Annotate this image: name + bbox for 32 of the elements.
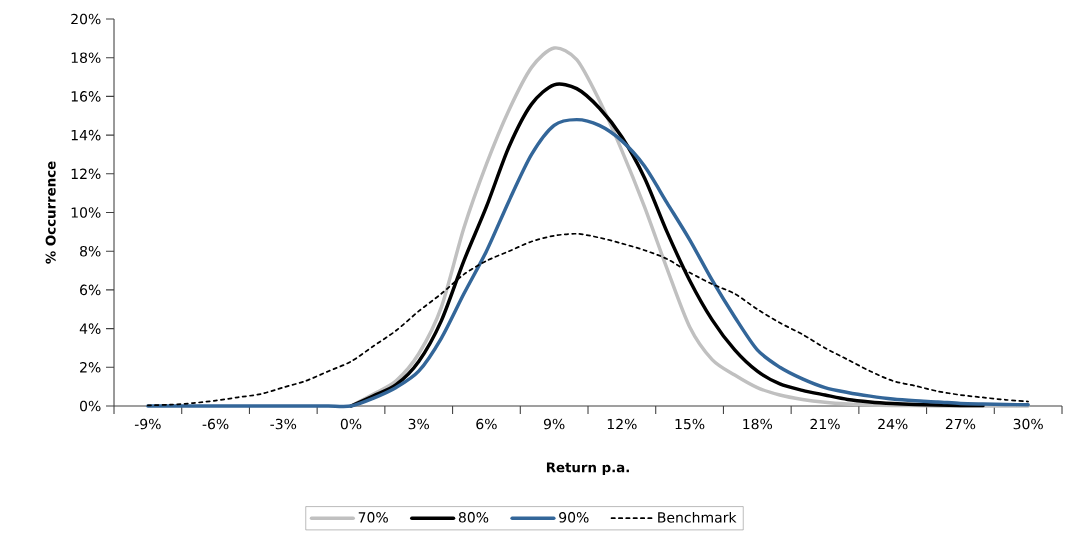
x-tick-label: 27% (945, 418, 976, 430)
x-tick-label: 15% (675, 418, 705, 430)
legend-label: Benchmark (658, 511, 737, 523)
legend-label: 70% (358, 512, 388, 523)
x-tick-label: -9% (134, 418, 161, 430)
y-axis-title: % Occurrence (45, 161, 56, 264)
y-tick-label: 2% (80, 362, 101, 373)
x-tick-label: 3% (408, 418, 430, 430)
y-tick-label: 18% (71, 52, 101, 63)
x-tick-label: 30% (1013, 418, 1043, 430)
y-tick-label: 0% (80, 400, 101, 412)
legend-label: 80% (458, 512, 489, 523)
x-tick-label: -3% (270, 418, 297, 430)
y-tick-label: 20% (71, 13, 101, 25)
line-series (146, 117, 1030, 409)
x-tick-label: 6% (476, 418, 497, 430)
y-tick-label: 10% (71, 207, 101, 218)
y-tick-label: 6% (80, 284, 101, 296)
legend-label: 90% (559, 512, 589, 523)
x-axis-title: Return p.a. (546, 462, 629, 475)
y-tick-label: 12% (71, 168, 101, 180)
x-tick-label: 24% (878, 418, 908, 430)
x-tick-label: -6% (202, 418, 229, 430)
x-tick-label: 21% (810, 418, 840, 430)
x-tick-label: 12% (607, 418, 637, 430)
x-tick-label: 9% (543, 418, 565, 430)
x-tick-label: 0% (340, 418, 362, 430)
y-tick-label: 14% (71, 129, 101, 141)
x-tick-label: 18% (743, 418, 773, 430)
y-tick-label: 8% (80, 245, 101, 257)
y-tick-label: 16% (71, 91, 101, 102)
y-tick-label: 4% (79, 323, 101, 334)
